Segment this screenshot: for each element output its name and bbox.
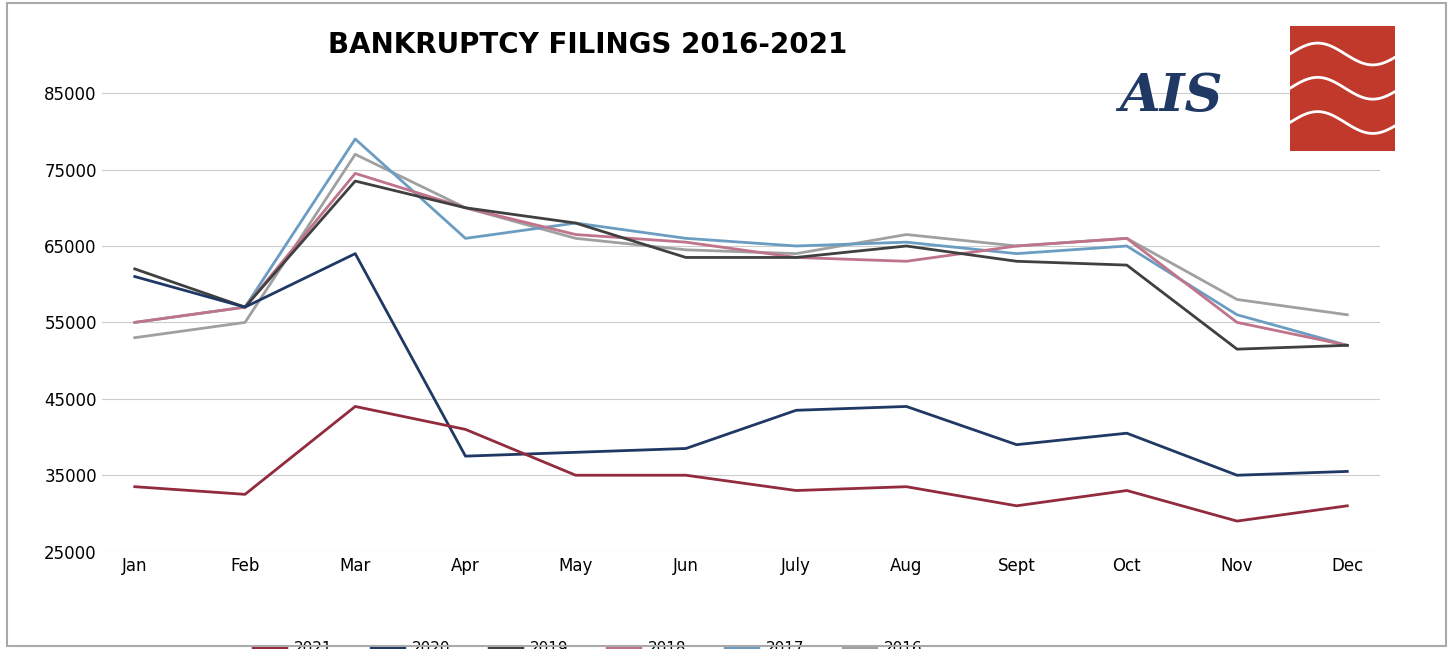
Text: AIS: AIS [1119, 71, 1222, 121]
Legend: 2021, 2020, 2019, 2018, 2017, 2016: 2021, 2020, 2019, 2018, 2017, 2016 [247, 635, 928, 649]
Title: BANKRUPTCY FILINGS 2016-2021: BANKRUPTCY FILINGS 2016-2021 [328, 31, 847, 59]
Bar [1290, 26, 1401, 151]
